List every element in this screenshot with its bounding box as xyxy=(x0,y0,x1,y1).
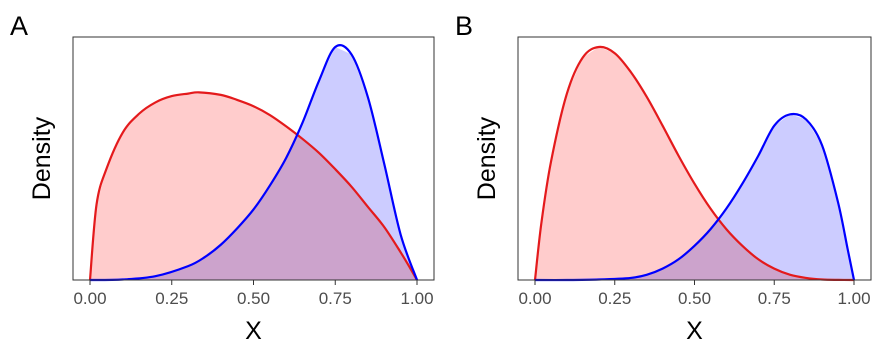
x-tick-label: 0.00 xyxy=(73,289,106,308)
density-area-1 xyxy=(535,47,854,280)
x-axis-title: X xyxy=(686,317,703,345)
x-tick-label: 0.25 xyxy=(598,289,631,308)
density-area-2 xyxy=(535,114,854,280)
x-tick-label: 0.00 xyxy=(518,289,551,308)
x-axis-title: X xyxy=(245,317,262,345)
x-tick-label: 0.50 xyxy=(237,289,270,308)
density-curve-2 xyxy=(89,44,419,282)
y-axis-title: Density xyxy=(28,116,56,200)
x-tick-label: 0.50 xyxy=(678,289,711,308)
x-tick-label: 0.25 xyxy=(155,289,188,308)
y-axis-title: Density xyxy=(473,116,501,200)
panel-tag: B xyxy=(455,11,473,41)
density-curve-1 xyxy=(533,45,855,282)
density-area-2 xyxy=(90,47,417,280)
x-tick-label: 1.00 xyxy=(400,289,433,308)
x-tick-label: 0.75 xyxy=(758,289,791,308)
chart-panel-b: 0.00 0.25 0.50 0.75 1.00 X Density B xyxy=(455,11,872,345)
x-tick-label: 0.75 xyxy=(319,289,352,308)
density-curve-2 xyxy=(534,112,856,282)
panel-tag: A xyxy=(10,11,28,41)
density-curve-1 xyxy=(88,91,418,281)
x-tick-label: 1.00 xyxy=(837,289,870,308)
chart-panel-a: 0.00 0.25 0.50 0.75 1.00 X Density A xyxy=(10,11,435,345)
